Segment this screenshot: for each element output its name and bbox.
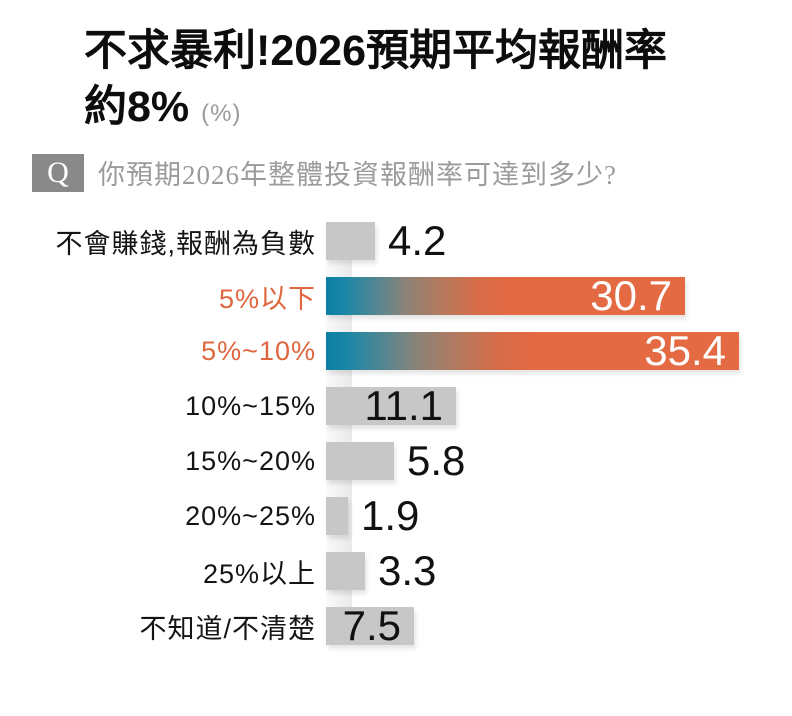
bar-track: 4.2 4.2 bbox=[326, 217, 792, 264]
bar-track: 35.4 35.4 bbox=[326, 327, 792, 374]
category-label: 不會賺錢,報酬為負數 bbox=[55, 228, 316, 259]
bar: 11.1 bbox=[326, 382, 456, 429]
bar: 3.3 bbox=[326, 552, 365, 590]
chart-row: 15%~20% 5.8 5.8 bbox=[24, 437, 792, 484]
bar-track: 3.3 3.3 bbox=[326, 547, 792, 594]
bar-track: 30.7 30.7 bbox=[326, 272, 792, 319]
value-label-outside: 5.8 bbox=[407, 437, 466, 484]
category-label: 25%以上 bbox=[202, 558, 316, 589]
category-label: 5%以下 bbox=[218, 283, 316, 314]
q-badge: Q bbox=[32, 153, 84, 192]
bar-track: 7.5 7.5 bbox=[326, 602, 792, 649]
value-label-inside: 30.7 bbox=[590, 272, 672, 319]
category-label: 15%~20% bbox=[185, 445, 316, 476]
question-row: Q 你預期2026年整體投資報酬率可達到多少? bbox=[32, 153, 792, 192]
chart-row: 25%以上 3.3 3.3 bbox=[24, 547, 792, 594]
bar-track: 5.8 5.8 bbox=[326, 437, 792, 484]
category-label: 20%~25% bbox=[185, 500, 316, 531]
category-label: 5%~10% bbox=[201, 335, 316, 366]
infographic-root: 不求暴利!2026預期平均報酬率 約8% (%) Q 你預期2026年整體投資報… bbox=[0, 24, 792, 716]
question-text: 你預期2026年整體投資報酬率可達到多少? bbox=[98, 160, 617, 190]
bar: 1.9 bbox=[326, 497, 348, 535]
value-label-inside: 11.1 bbox=[364, 382, 443, 429]
bar-chart: 不會賺錢,報酬為負數 4.2 4.2 5%以下 30.7 30.7 5%~10% bbox=[24, 217, 792, 649]
bar-track: 1.9 1.9 bbox=[326, 492, 792, 539]
chart-row: 10%~15% 11.1 11.1 bbox=[24, 382, 792, 429]
value-label-inside: 7.5 bbox=[342, 602, 401, 649]
title-line2-text: 約8% bbox=[84, 83, 190, 131]
chart-row: 5%以下 30.7 30.7 bbox=[24, 272, 792, 319]
category-label: 10%~15% bbox=[185, 390, 316, 421]
chart-row: 20%~25% 1.9 1.9 bbox=[24, 492, 792, 539]
value-label-outside: 4.2 bbox=[388, 217, 447, 264]
bar-track: 11.1 11.1 bbox=[326, 382, 792, 429]
bar: 7.5 bbox=[326, 602, 414, 649]
chart-row: 5%~10% 35.4 35.4 bbox=[24, 327, 792, 374]
chart-row: 不會賺錢,報酬為負數 4.2 4.2 bbox=[24, 217, 792, 264]
bar: 4.2 bbox=[326, 222, 375, 260]
bar: 35.4 bbox=[326, 327, 739, 374]
chart-row: 不知道/不清楚 7.5 7.5 bbox=[24, 602, 792, 649]
title-line2: 約8% (%) bbox=[84, 80, 792, 141]
bar: 5.8 bbox=[326, 442, 394, 480]
title-unit: (%) bbox=[201, 100, 242, 127]
bar: 30.7 bbox=[326, 272, 685, 319]
value-label-inside: 35.4 bbox=[644, 327, 726, 374]
value-label-outside: 3.3 bbox=[378, 547, 437, 594]
value-label-outside: 1.9 bbox=[361, 492, 420, 539]
page-title: 不求暴利!2026預期平均報酬率 約8% (%) bbox=[84, 24, 792, 141]
category-label: 不知道/不清楚 bbox=[139, 613, 316, 644]
title-line1: 不求暴利!2026預期平均報酬率 bbox=[84, 27, 667, 75]
